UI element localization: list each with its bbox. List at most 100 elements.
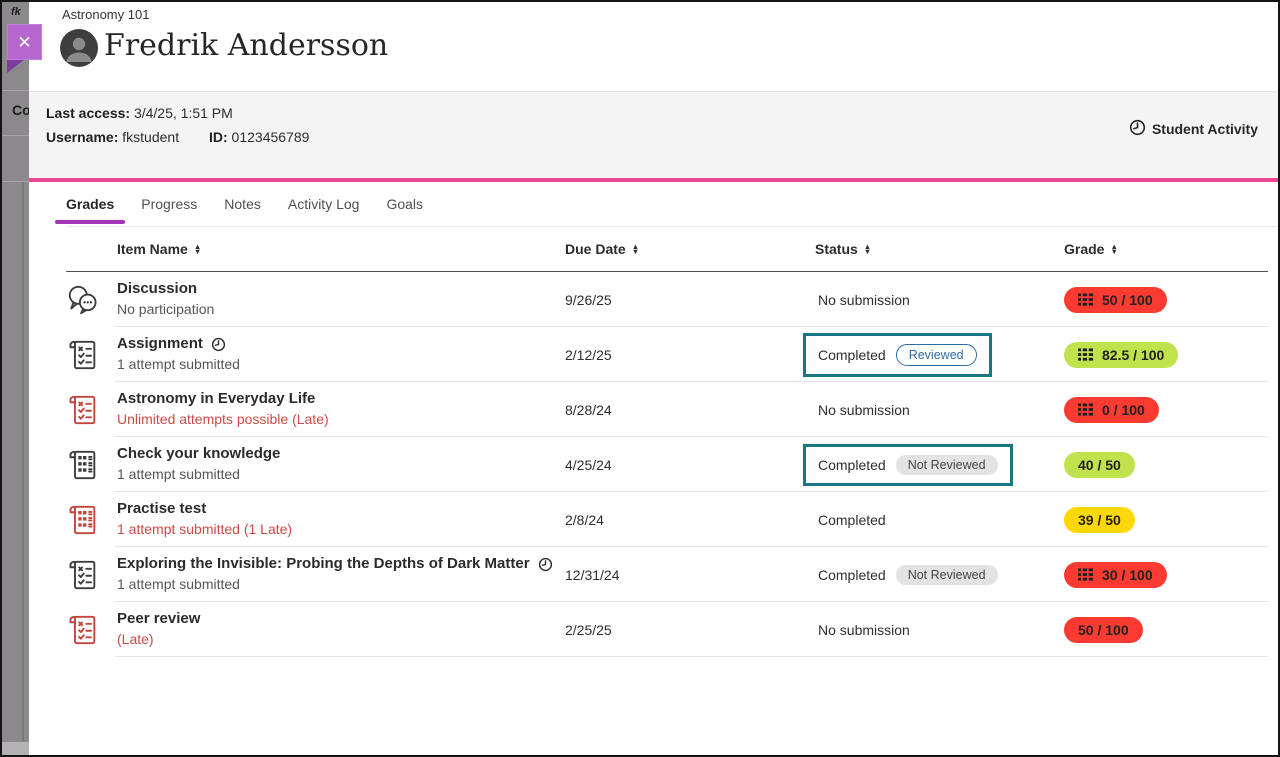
grade-value: 50 / 100: [1078, 621, 1129, 638]
annotation-highlight-box: Completed Not Reviewed: [803, 443, 1013, 486]
table-row[interactable]: Peer review (Late) 2/25/25 No submission 50 …: [29, 602, 1278, 657]
close-icon: ✕: [17, 32, 32, 52]
item-subtitle: 1 attempt submitted: [117, 576, 240, 593]
due-date: 8/28/24: [565, 401, 612, 418]
column-header-label: Due Date: [565, 241, 626, 257]
accent-divider: [29, 178, 1278, 182]
status-text: No submission: [818, 401, 910, 418]
assignment-icon: [66, 393, 100, 427]
grade-value: 39 / 50: [1078, 511, 1121, 528]
grade-pill[interactable]: 50 / 100: [1064, 286, 1167, 313]
column-header-label: Item Name: [117, 241, 188, 257]
due-date: 2/25/25: [565, 621, 612, 638]
item-name[interactable]: Assignment: [117, 335, 203, 353]
status-group: Completed: [803, 501, 901, 539]
grade-pill[interactable]: 0 / 100: [1064, 396, 1159, 423]
table-row[interactable]: Exploring the Invisible: Probing the Dep…: [29, 547, 1278, 602]
table-row[interactable]: Check your knowledge 1 attempt submitted 4…: [29, 437, 1278, 492]
close-panel-button[interactable]: ✕: [7, 24, 42, 60]
table-row[interactable]: Practise test 1 attempt submitted (1 Late…: [29, 492, 1278, 547]
status-text: No submission: [818, 621, 910, 638]
due-date: 4/25/24: [565, 456, 612, 473]
student-name: Fredrik Andersson: [104, 28, 389, 63]
column-header-status[interactable]: Status ▲ ▼: [815, 241, 1064, 257]
id-label: ID:: [208, 129, 228, 145]
column-header-label: Status: [815, 241, 858, 257]
column-header-item-name[interactable]: Item Name ▲ ▼: [66, 241, 565, 257]
background-text-fragment: fk: [11, 6, 21, 18]
tab-grades[interactable]: Grades: [54, 182, 126, 226]
item-name[interactable]: Astronomy in Everyday Life: [117, 390, 316, 408]
tab-bar: Grades Progress Notes Activity Log Goals: [54, 182, 1278, 227]
assignment-icon: [66, 613, 100, 647]
grade-pill[interactable]: 39 / 50: [1064, 506, 1135, 533]
column-header-grade[interactable]: Grade ▲ ▼: [1064, 241, 1268, 257]
course-title: Astronomy 101: [62, 7, 150, 22]
item-name[interactable]: Check your knowledge: [117, 445, 281, 463]
grade-pill[interactable]: 82.5 / 100: [1064, 341, 1179, 368]
table-header-row: Item Name ▲ ▼ Due Date ▲ ▼ Status ▲ ▼ Grade ▲ ▼: [66, 227, 1268, 272]
close-button-ribbon-tail: [7, 60, 24, 73]
sort-icon: ▲ ▼: [193, 241, 202, 256]
status-text: No submission: [818, 291, 910, 308]
grades-table: Discussion No participation 9/26/25 No subm…: [29, 272, 1278, 657]
divider: [2, 181, 29, 182]
activity-clock-icon: [1129, 119, 1146, 139]
tab-notes[interactable]: Notes: [224, 196, 261, 212]
divider: [2, 90, 29, 91]
table-row[interactable]: Discussion No participation 9/26/25 No subm…: [29, 272, 1278, 327]
last-access-value: 3/4/25, 1:51 PM: [133, 105, 233, 121]
tab-goals[interactable]: Goals: [386, 196, 424, 212]
divider: [22, 182, 24, 741]
student-panel: Astronomy 101 Fredrik Andersson Last acc…: [29, 2, 1278, 755]
tab-activity-log[interactable]: Activity Log: [287, 196, 360, 212]
item-name[interactable]: Practise test: [117, 500, 207, 518]
panel-header: Astronomy 101 Fredrik Andersson: [29, 2, 1278, 92]
item-name[interactable]: Exploring the Invisible: Probing the Dep…: [117, 555, 530, 573]
column-header-label: Grade: [1064, 241, 1105, 257]
status-text: Completed: [818, 566, 886, 583]
grade-pill[interactable]: 40 / 50: [1064, 451, 1135, 478]
grade-value: 82.5 / 100: [1102, 346, 1165, 363]
grade-value: 50 / 100: [1102, 291, 1153, 308]
status-group: No submission: [803, 391, 925, 429]
item-subtitle: (Late): [117, 631, 154, 648]
table-row[interactable]: Assignment 1 attempt submitted 2/12/25 Comp…: [29, 327, 1278, 382]
due-date: 12/31/24: [565, 566, 620, 583]
item-name[interactable]: Peer review: [117, 610, 201, 628]
status-group: Completed Not Reviewed: [803, 554, 1013, 596]
username-id-line: Username: fkstudent ID: 0123456789: [46, 129, 309, 145]
discussion-icon: [66, 283, 100, 317]
grade-value: 30 / 100: [1102, 566, 1153, 583]
item-subtitle: 1 attempt submitted: [117, 466, 240, 483]
sort-icon: ▲ ▼: [631, 241, 640, 256]
rubric-grid-icon: [1078, 347, 1095, 362]
grade-pill[interactable]: 50 / 100: [1064, 616, 1143, 643]
grade-value: 0 / 100: [1102, 401, 1145, 418]
item-subtitle: 1 attempt submitted: [117, 356, 240, 373]
column-header-due-date[interactable]: Due Date ▲ ▼: [565, 241, 815, 257]
info-bar: Last access: 3/4/25, 1:51 PM Username: f…: [29, 92, 1278, 178]
test-icon: [66, 448, 100, 482]
username-value: fkstudent: [122, 129, 180, 145]
student-activity-button[interactable]: Student Activity: [1129, 119, 1258, 139]
status-text: Completed: [818, 456, 886, 473]
tab-progress[interactable]: Progress: [141, 196, 198, 212]
student-activity-label: Student Activity: [1151, 121, 1258, 137]
background-text-fragment: Co: [12, 102, 31, 118]
rubric-grid-icon: [1078, 292, 1095, 307]
divider: [2, 742, 29, 755]
grade-value: 40 / 50: [1078, 456, 1121, 473]
status-group: No submission: [803, 611, 925, 649]
dimmed-background-sidebar: fk Co: [2, 2, 31, 755]
id-value: 0123456789: [231, 129, 310, 145]
grade-pill[interactable]: 30 / 100: [1064, 561, 1167, 588]
due-date: 9/26/25: [565, 291, 612, 308]
due-date: 2/12/25: [565, 346, 612, 363]
status-text: Completed: [818, 346, 886, 363]
item-name[interactable]: Discussion: [117, 280, 198, 298]
last-access-label: Last access:: [46, 105, 131, 121]
divider: [2, 135, 29, 136]
table-row[interactable]: Astronomy in Everyday Life Unlimited atte…: [29, 382, 1278, 437]
